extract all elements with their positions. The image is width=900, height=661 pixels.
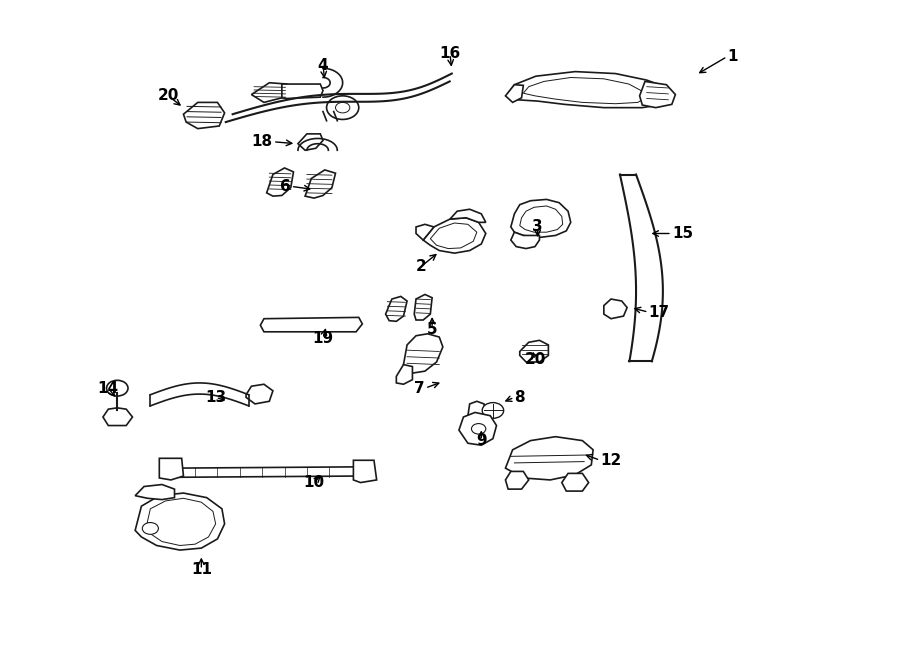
Text: 20: 20 (158, 89, 179, 103)
Text: 10: 10 (303, 475, 325, 490)
Polygon shape (511, 232, 539, 249)
Polygon shape (103, 408, 132, 426)
Polygon shape (135, 485, 175, 500)
Text: 9: 9 (476, 433, 487, 448)
Polygon shape (403, 334, 443, 373)
Circle shape (482, 403, 504, 418)
Text: 1: 1 (727, 49, 738, 64)
Polygon shape (414, 294, 432, 320)
Polygon shape (171, 467, 363, 477)
Text: 5: 5 (427, 322, 437, 336)
Text: 16: 16 (439, 46, 461, 61)
Circle shape (336, 102, 350, 113)
Polygon shape (354, 460, 377, 483)
Circle shape (106, 380, 128, 396)
Text: 3: 3 (532, 219, 543, 235)
Polygon shape (266, 168, 293, 196)
Circle shape (142, 523, 158, 534)
Polygon shape (184, 102, 225, 129)
Polygon shape (640, 81, 675, 108)
Polygon shape (450, 210, 486, 222)
Text: 19: 19 (312, 331, 334, 346)
Text: 17: 17 (649, 305, 670, 320)
Polygon shape (396, 365, 412, 384)
Polygon shape (562, 473, 589, 491)
Text: 18: 18 (252, 134, 273, 149)
Polygon shape (282, 84, 323, 98)
Polygon shape (385, 296, 407, 321)
Polygon shape (251, 83, 287, 102)
Text: 6: 6 (280, 179, 291, 194)
Text: 14: 14 (98, 381, 119, 396)
Polygon shape (506, 437, 593, 480)
Polygon shape (468, 401, 486, 419)
Text: 7: 7 (414, 381, 425, 396)
Text: 13: 13 (205, 390, 226, 405)
Text: 20: 20 (525, 352, 545, 368)
Text: 12: 12 (600, 453, 622, 468)
Polygon shape (506, 85, 523, 102)
Text: 2: 2 (416, 258, 427, 274)
Polygon shape (159, 458, 184, 480)
Polygon shape (459, 412, 497, 446)
Polygon shape (520, 340, 548, 362)
Polygon shape (506, 471, 528, 489)
Polygon shape (416, 224, 434, 240)
Text: 15: 15 (671, 226, 693, 241)
Text: 4: 4 (318, 58, 328, 73)
Polygon shape (298, 134, 323, 150)
Polygon shape (604, 299, 627, 319)
Polygon shape (423, 217, 486, 253)
Polygon shape (260, 317, 363, 332)
Polygon shape (246, 384, 273, 404)
Polygon shape (508, 71, 668, 108)
Text: 8: 8 (515, 390, 525, 405)
Polygon shape (305, 170, 336, 198)
Text: 11: 11 (191, 563, 211, 577)
Circle shape (327, 96, 359, 120)
Polygon shape (511, 200, 571, 237)
Polygon shape (135, 493, 225, 550)
